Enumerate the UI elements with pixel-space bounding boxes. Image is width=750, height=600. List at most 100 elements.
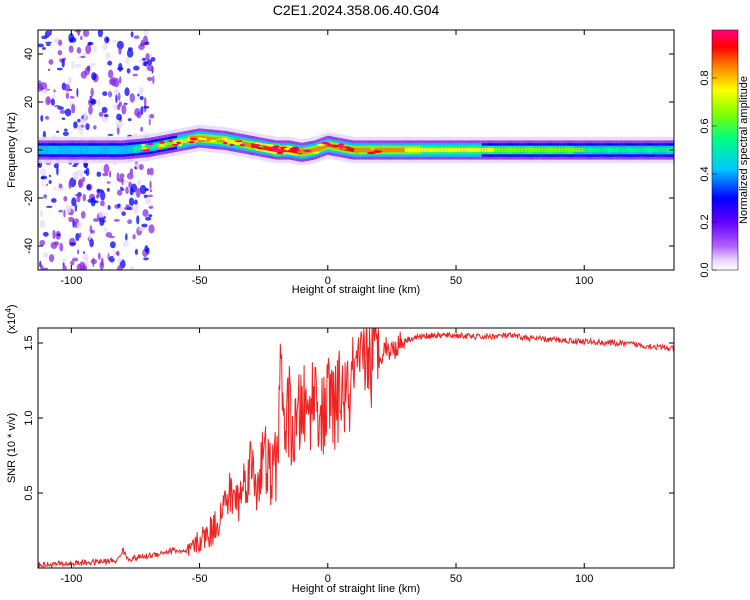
spectrogram-speckle [45, 96, 51, 106]
colorbar-tick-label: 0.2 [699, 214, 711, 229]
spectrogram-speckle [148, 214, 153, 218]
spectrogram-speckle [122, 240, 129, 247]
spectrogram-ridge-cell [417, 147, 419, 153]
spectrogram-speckle [91, 72, 97, 81]
spectrogram-speckle [118, 259, 123, 262]
spectrogram-ridge-cell [126, 147, 129, 152]
spectrogram-speckle [62, 265, 67, 270]
spectrogram-speckle [127, 118, 132, 122]
spectrogram-ridge-cell [134, 146, 136, 152]
spectrogram-speckle [87, 41, 92, 46]
spectrogram-ridge-cell [389, 147, 392, 153]
spectrogram-speckle [107, 205, 111, 210]
spectrogram-speckle [116, 40, 124, 50]
snr-line [38, 328, 674, 568]
spectrogram-ridge-cell [360, 147, 363, 153]
spectrogram-ridge-cell [549, 147, 552, 153]
spectrogram-ridge-cell [534, 147, 536, 153]
spectrogram-ridge-cell [447, 147, 450, 153]
y-tick-label: 1.0 [23, 410, 35, 425]
spectrogram-speckle [106, 187, 110, 192]
spectrogram-speckle [140, 126, 144, 132]
spectrogram-speckle [100, 200, 105, 207]
spectrogram-ridge-cell [666, 147, 669, 153]
spectrogram-ridge-cell [491, 147, 493, 153]
spectrogram-speckle [106, 37, 109, 42]
spectrogram-ridge-cell [383, 147, 386, 153]
spectrogram-ridge-cell [110, 147, 113, 153]
spectrogram-speckle [52, 40, 60, 43]
spectrogram-speckle [64, 108, 72, 117]
spectrogram-speckle [117, 203, 121, 208]
spectrogram-speckle [42, 231, 49, 237]
spectrogram-speckle [107, 133, 114, 136]
spectrogram-ridge-cell [629, 147, 632, 153]
y-tick-label: -20 [23, 190, 35, 206]
spectrogram-speckle [97, 30, 103, 38]
spectrogram-ridge-cell [137, 146, 139, 151]
spectrogram-ridge-cell [372, 147, 375, 153]
spectrogram-ridge-cell [649, 147, 652, 153]
spectrogram-ridge-cell [597, 147, 599, 153]
spectrogram-speckle [81, 265, 86, 270]
spectrogram-ridge-cell [406, 147, 409, 153]
spectrogram-ridge-cell [320, 145, 323, 150]
spectrogram-ridge-cell [84, 147, 87, 153]
spectrogram-ridge-cell [403, 147, 406, 153]
spectrogram-speckle [72, 171, 79, 180]
spectrogram-ridge-cell [92, 147, 95, 153]
spectrogram-speckle [107, 69, 114, 79]
spectrogram-ridge-cell [620, 147, 623, 153]
spectrogram-speckle [57, 106, 64, 110]
spectrogram-speckle [65, 92, 70, 99]
spectrogram-speckle [133, 35, 140, 40]
spectrogram-speckle [56, 166, 59, 176]
spectrogram-ridge-cell [658, 147, 661, 153]
spectrogram-ridge-cell [600, 147, 603, 153]
spectrogram-speckle [84, 256, 89, 267]
spectrogram-ridge-cell [207, 136, 210, 142]
spectrogram-ridge-cell [457, 147, 459, 153]
spectrogram-ridge-cell [321, 144, 324, 150]
spectrogram-speckle [143, 257, 149, 261]
spectrogram-ridge-cell [152, 144, 155, 149]
spectrogram-blob [266, 144, 274, 147]
snr-content [38, 328, 674, 568]
spectrogram-speckle [85, 167, 90, 177]
spectrogram-ridge-cell [227, 138, 230, 144]
spectrogram-speckle [98, 111, 104, 117]
spectrogram-blob [209, 139, 217, 143]
spectrogram-speckle [40, 264, 44, 270]
spectrogram-ridge-cell [303, 149, 306, 155]
x-tick-label: -50 [192, 275, 208, 287]
spectrogram-ridge-cell [264, 145, 267, 151]
spectrogram-ridge-cell [135, 146, 138, 151]
spectrogram-ridge-cell [526, 147, 529, 153]
spectrogram-speckle [89, 238, 94, 248]
spectrogram-ridge-cell [240, 141, 243, 146]
spectrogram-ridge-cell [584, 147, 587, 153]
spectrogram-ridge-cell [44, 147, 47, 153]
spectrogram-ridge-cell [611, 147, 613, 153]
spectrogram-ridge-cell [551, 147, 553, 153]
spectrogram-speckle [42, 267, 49, 270]
spectrogram-ridge-cell [464, 147, 467, 153]
spectrogram-ridge-cell [224, 138, 227, 143]
spectrogram-ridge-cell [571, 147, 573, 153]
snr-frame [37, 327, 675, 569]
spectrogram-ridge-cell [567, 147, 570, 153]
spectrogram-ridge-cell [407, 147, 410, 153]
spectrogram-speckle [147, 59, 153, 66]
spectrogram-blob [157, 147, 162, 150]
spectrogram-speckle [42, 47, 46, 50]
spectrogram-ridge-cell [47, 147, 50, 153]
spectrogram-speckle [71, 257, 79, 262]
spectrogram-speckle [43, 251, 49, 259]
snr-scale-note: (x104) [4, 304, 18, 334]
spectrogram-ridge-cell [272, 147, 275, 152]
spectrogram-ridge-cell [497, 147, 499, 153]
spectrogram-ridge-cell [557, 147, 559, 153]
y-tick-label: 20 [23, 96, 35, 108]
spectrogram-ridge-cell [181, 139, 184, 144]
spectrogram-speckle [82, 30, 90, 37]
